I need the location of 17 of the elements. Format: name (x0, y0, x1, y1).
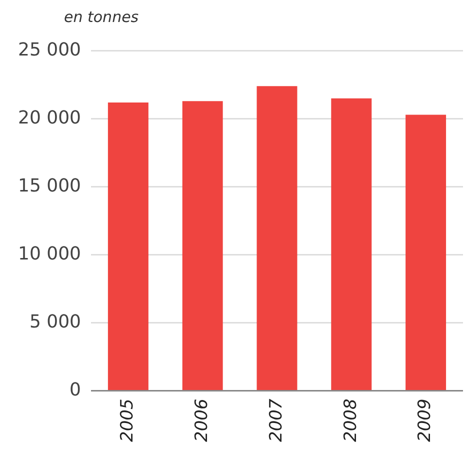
bar (108, 102, 148, 390)
x-tick-label: 2009 (415, 398, 436, 442)
y-tick-label: 10 000 (18, 243, 81, 264)
y-tick-label: 15 000 (18, 175, 81, 196)
y-tick-label: 5 000 (29, 311, 81, 332)
x-tick-label: 2008 (340, 398, 361, 442)
y-tick-label: 25 000 (18, 39, 81, 60)
x-tick-label: 2006 (192, 398, 212, 442)
x-tick-label: 2005 (118, 398, 138, 442)
y-axis-title: en tonnes (64, 8, 140, 28)
y-tick-label: 20 000 (18, 107, 81, 128)
bar (406, 114, 446, 390)
bar (182, 101, 223, 390)
x-tick-label: 2007 (266, 398, 286, 442)
y-tick-label: 0 (70, 379, 81, 400)
bar (256, 86, 298, 390)
bar (331, 98, 372, 390)
